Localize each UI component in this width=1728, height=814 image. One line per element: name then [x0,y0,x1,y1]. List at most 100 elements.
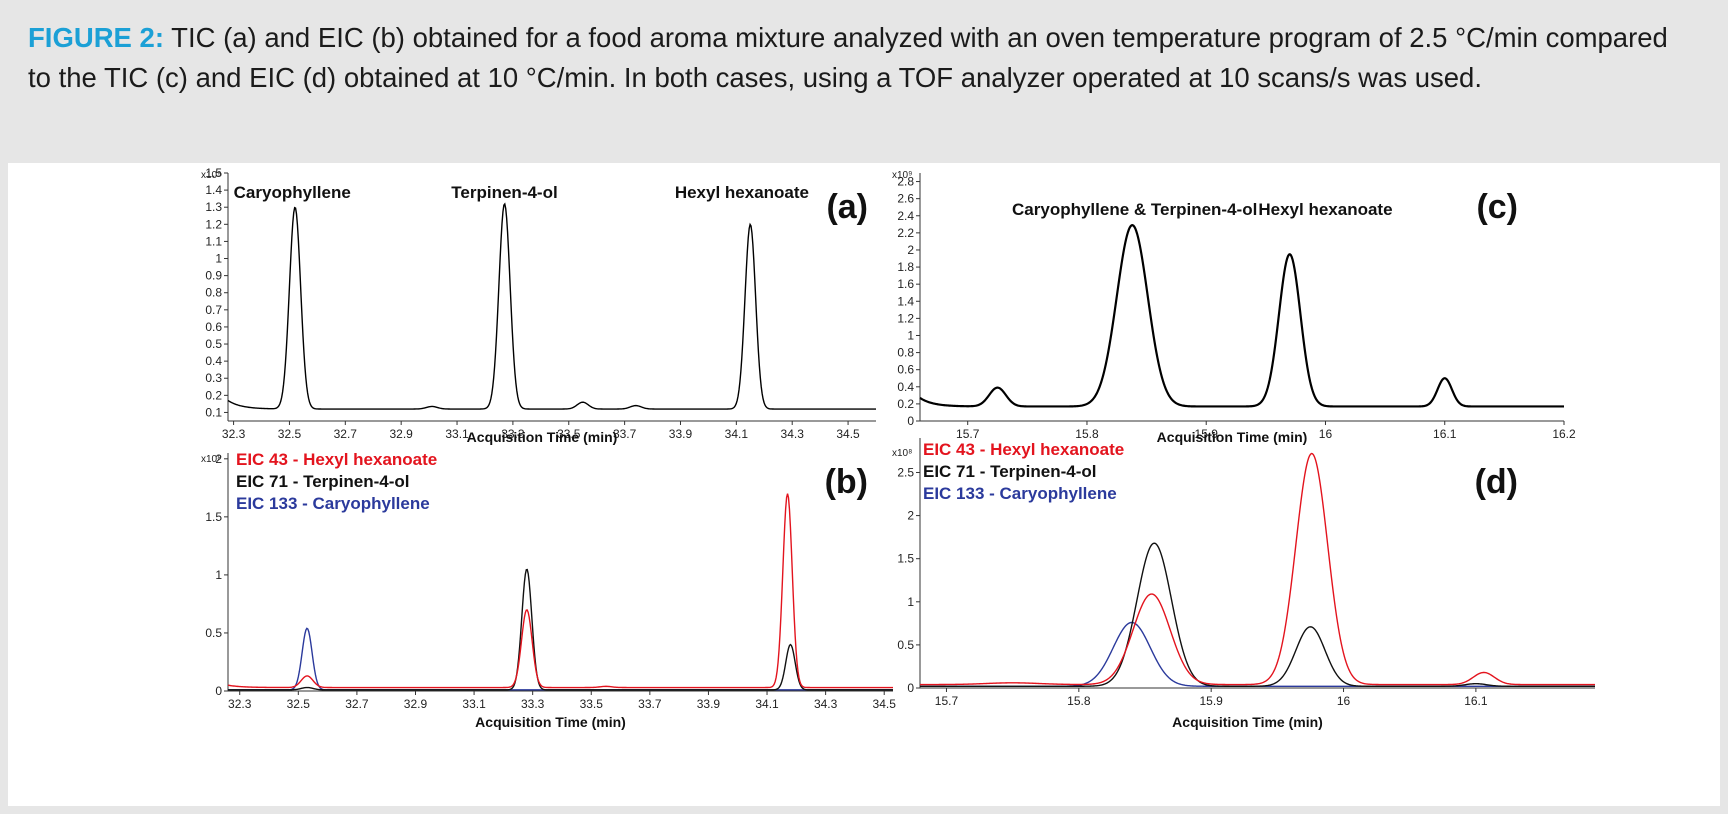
x-axis-label: Acquisition Time (min) [475,714,626,730]
y-tick-label: 1.5 [205,510,222,524]
peak-annotation: Caryophyllene & Terpinen-4-ol [1012,200,1257,219]
x-tick-label: 15.9 [1195,427,1219,441]
figure-panel: 0.1 0.2 0.3 0.4 0.5 0.6 0.7 0.8 0.9 1 1.1 1.2 1.3 1.4… [8,163,1720,806]
y-tick-label: 0.8 [897,346,914,360]
x-tick-label: 15.7 [935,694,959,708]
x-tick-label: 32.7 [334,427,358,441]
caption-text: TIC (a) and EIC (b) obtained for a food … [28,22,1668,93]
y-multiplier-label: x10⁹ [201,170,221,181]
chromatogram-figure: 0.1 0.2 0.3 0.4 0.5 0.6 0.7 0.8 0.9 1 1.1 1.2 1.3 1.4… [201,166,1595,730]
y-tick-label: 1.1 [205,234,222,248]
y-multiplier-label: x10⁸ [201,454,221,465]
legend-entry: EIC 71 - Terpinen-4-ol [236,472,410,491]
y-tick-label: 0 [907,414,914,428]
y-tick-label: 1.5 [205,166,222,180]
series-line-eic-71 [228,568,893,691]
x-tick-label: 16 [1337,694,1351,708]
x-tick-label: 16.1 [1433,427,1457,441]
x-axis-label: Acquisition Time (min) [1157,429,1308,445]
y-tick-label: 0.5 [897,638,914,652]
y-tick-label: 0.5 [205,337,222,351]
x-tick-label: 16.1 [1464,694,1488,708]
y-tick-label: 0.6 [205,320,222,334]
x-tick-label: 33.3 [501,427,525,441]
legend-entry: EIC 133 - Caryophyllene [236,494,430,513]
y-tick-label: 1.2 [205,217,222,231]
panel-label: (d) [1475,463,1518,501]
x-tick-label: 15.8 [1067,694,1091,708]
y-multiplier-label: x10⁹ [892,170,912,181]
legend-entry: EIC 43 - Hexyl hexanoate [923,440,1124,459]
y-tick-label: 2 [907,509,914,523]
y-tick-label: 2.6 [897,192,914,206]
y-tick-label: 0.3 [205,371,222,385]
x-axis-label: Acquisition Time (min) [1172,714,1323,730]
y-tick-label: 0.4 [205,354,222,368]
y-tick-label: 0.4 [897,380,914,394]
y-tick-label: 0.9 [205,269,222,283]
y-tick-label: 0.2 [205,388,222,402]
y-tick-label: 1.2 [897,311,914,325]
x-tick-label: 32.5 [278,427,302,441]
y-tick-label: 0.7 [205,303,222,317]
x-tick-label: 32.9 [389,427,413,441]
x-tick-label: 16.2 [1552,427,1576,441]
y-tick-label: 2.8 [897,175,914,189]
y-tick-label: 0.5 [205,626,222,640]
panel-label: (a) [826,188,868,226]
x-tick-label: 33.3 [521,697,545,711]
y-tick-label: 1.8 [897,260,914,274]
peak-annotation: Caryophyllene [234,183,351,202]
x-tick-label: 32.3 [222,427,246,441]
y-tick-label: 1.6 [897,277,914,291]
y-tick-label: 0.1 [205,405,222,419]
panel-label: (b) [825,463,868,501]
x-tick-label: 32.9 [404,697,428,711]
figure-caption: FIGURE 2: TIC (a) and EIC (b) obtained f… [28,18,1698,98]
series-line-eic-133 [228,627,893,691]
y-tick-label: 2 [215,452,222,466]
y-tick-label: 0 [907,681,914,695]
x-tick-label: 16 [1319,427,1333,441]
series-line-tic [227,202,876,410]
y-tick-label: 1.4 [897,294,914,308]
x-tick-label: 33.7 [613,427,637,441]
series-line-eic-71 [920,542,1595,687]
legend-entry: EIC 71 - Terpinen-4-ol [923,462,1097,481]
series-line-tic [919,224,1564,408]
chart-a: 0.1 0.2 0.3 0.4 0.5 0.6 0.7 0.8 0.9 1 1.1 1.2 1.3 1.4… [201,166,876,445]
y-tick-label: 1.4 [205,183,222,197]
y-tick-label: 1.3 [205,200,222,214]
peak-annotation: Terpinen-4-ol [451,183,557,202]
y-tick-label: 2.4 [897,209,914,223]
panel-label: (c) [1476,188,1518,226]
x-axis-label: Acquisition Time (min) [467,429,618,445]
x-tick-label: 33.5 [557,427,581,441]
y-tick-label: 2.2 [897,226,914,240]
x-tick-label: 34.1 [725,427,749,441]
x-tick-label: 15.9 [1199,694,1223,708]
y-tick-label: 1.5 [897,552,914,566]
legend-entry: EIC 133 - Caryophyllene [923,484,1117,503]
x-tick-label: 32.3 [228,697,252,711]
y-tick-label: 1 [215,568,222,582]
y-tick-label: 0.2 [897,397,914,411]
y-tick-label: 0 [215,684,222,698]
x-tick-label: 34.1 [755,697,779,711]
y-tick-label: 1 [907,595,914,609]
y-tick-label: 1 [215,252,222,266]
peak-annotation: Hexyl hexanoate [675,183,809,202]
x-tick-label: 15.8 [1075,427,1099,441]
chart-c: 0 0.2 0.4 0.6 0.8 1 1.2 1.4 1.6 1.8 2 2.2 2.4 2.6 2.8 1… [892,170,1576,445]
chart-d: 0 0.5 1 1.5 2 2.5 15.7 15.8 15.9 16 16.1 x10⁸ Acquis… [892,438,1595,730]
figure-label: FIGURE 2: [28,22,164,53]
x-tick-label: 33.1 [445,427,469,441]
x-tick-label: 32.7 [345,697,369,711]
x-tick-label: 34.5 [836,427,860,441]
y-multiplier-label: x10⁸ [892,448,912,459]
peak-annotation: Hexyl hexanoate [1258,200,1392,219]
x-tick-label: 32.5 [287,697,311,711]
x-tick-label: 34.3 [814,697,838,711]
chart-b: 0 0.5 1 1.5 2 32.3 32.5 32.7 32.9 33.1 33.3 33.5 33.… [201,450,896,730]
x-tick-label: 34.3 [781,427,805,441]
